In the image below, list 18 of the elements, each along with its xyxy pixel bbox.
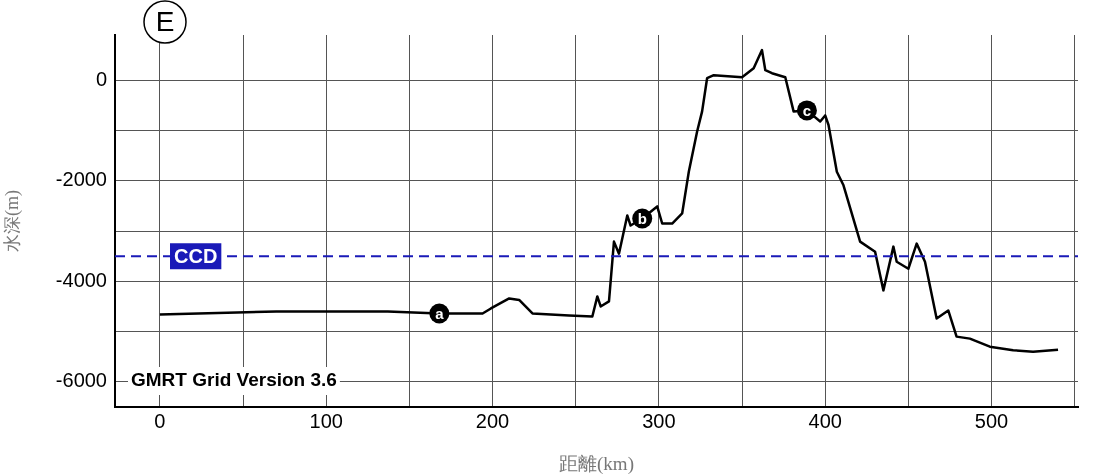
x-tick-label: 400 [808,409,842,432]
annotation: c [802,101,812,119]
x-tick-label: 200 [475,409,510,432]
annotation: b [637,209,647,227]
x-tick-label: 0 [154,409,166,432]
x-axis-title: 距離(km) [559,452,634,475]
annotation: GMRT Grid Version 3.6 [131,369,337,391]
y-tick-label: 0 [95,67,107,90]
y-axis-title: 水深(m) [1,190,23,252]
annotation: a [435,304,445,322]
x-tick-label: 300 [642,409,676,432]
x-tick-label: 500 [974,409,1009,432]
x-tick-label: 100 [309,409,343,432]
y-tick-label: -6000 [55,369,107,392]
y-tick-label: -4000 [55,268,107,291]
y-tick-label: -2000 [55,168,107,191]
ref-line-label: CCD [174,244,218,267]
chart-title: E [155,5,175,37]
